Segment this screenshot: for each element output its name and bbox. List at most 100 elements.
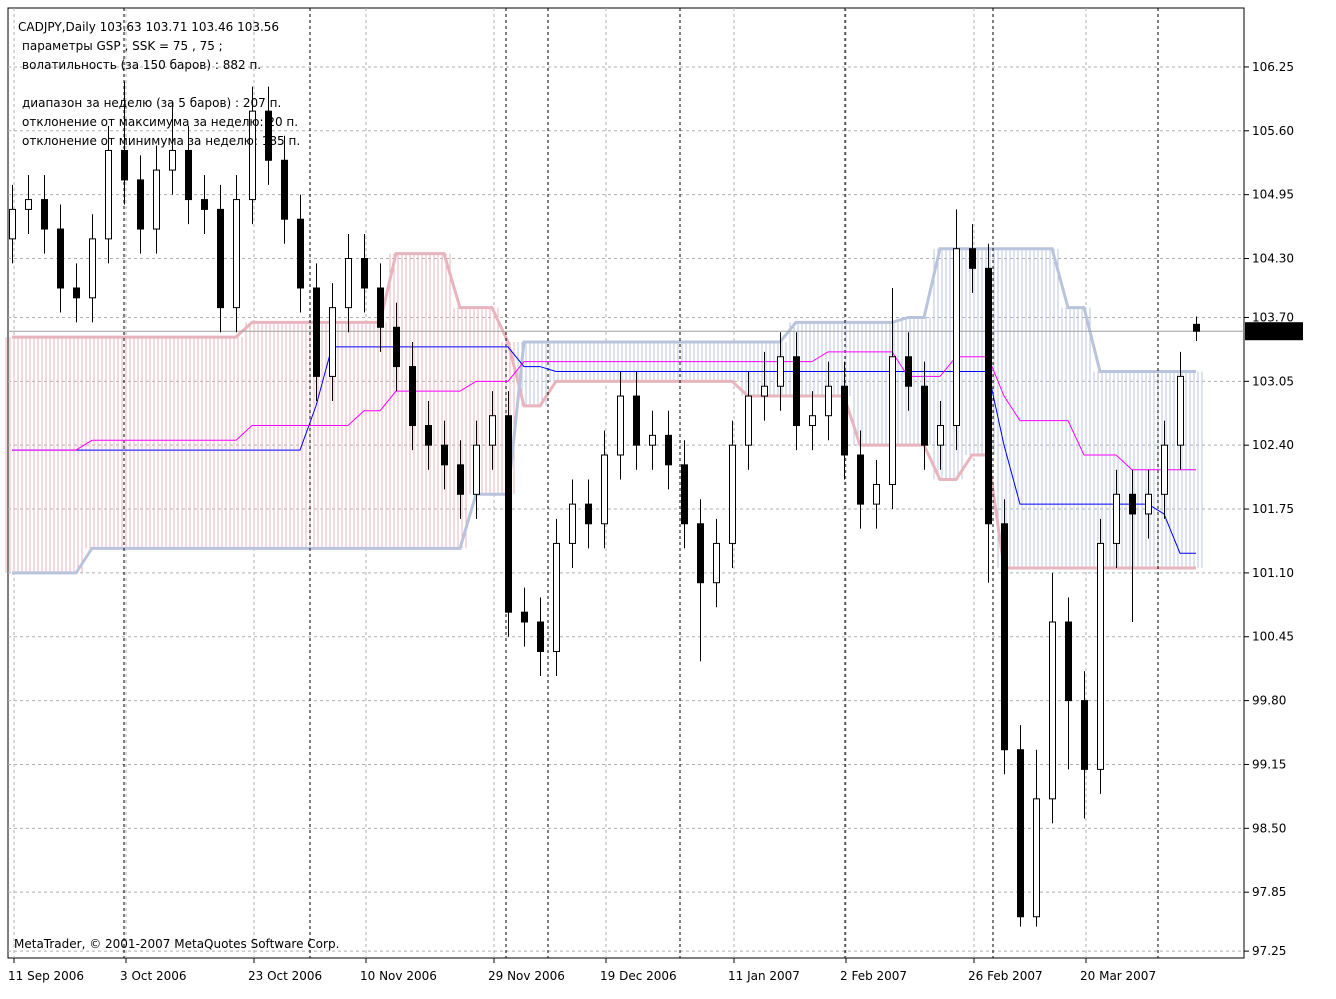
- candle-body: [713, 542, 720, 584]
- candle-body: [633, 395, 640, 446]
- candle-body: [521, 611, 528, 623]
- candle-body: [745, 395, 752, 446]
- y-tick-label: 98.50: [1252, 821, 1286, 835]
- candle-body: [233, 199, 240, 309]
- candle-body: [89, 238, 96, 299]
- candle-body: [25, 199, 32, 210]
- y-tick-label: 97.85: [1252, 885, 1286, 899]
- candle-body: [601, 454, 608, 525]
- candle-body: [505, 415, 512, 613]
- candle-body: [825, 385, 832, 417]
- annotation: диапазон за неделю (за 5 баров) : 207 п.: [22, 96, 281, 110]
- candle-body: [409, 366, 416, 427]
- y-tick-label: 104.30: [1252, 252, 1294, 266]
- annotation: отклонение от минимума за неделю: 185 п.: [22, 134, 300, 148]
- candle-body: [1177, 375, 1184, 446]
- candle-body: [873, 483, 880, 505]
- y-tick-label: 105.60: [1252, 124, 1294, 138]
- span-a-line: [12, 252, 1196, 570]
- x-tick-label: 19 Dec 2006: [600, 969, 677, 983]
- y-tick-label: 97.25: [1252, 944, 1286, 958]
- candle-body: [1001, 523, 1008, 751]
- span-b-line: [12, 247, 1196, 575]
- copyright: MetaTrader, © 2001-2007 MetaQuotes Softw…: [14, 937, 339, 951]
- candle-body: [681, 464, 688, 525]
- candle-body: [393, 326, 400, 368]
- y-tick-label: 102.40: [1252, 438, 1294, 452]
- candle-body: [265, 110, 272, 161]
- candle-body: [729, 444, 736, 544]
- candle-body: [441, 444, 448, 466]
- candle-body: [217, 208, 224, 309]
- candle-body: [121, 149, 128, 181]
- x-tick-label: 29 Nov 2006: [488, 969, 565, 983]
- candle-body: [473, 444, 480, 495]
- indicator-line: [12, 351, 1196, 471]
- candle-body: [905, 356, 912, 387]
- candle-body: [921, 385, 928, 446]
- annotation: отклонение от максимума за неделю: 20 п.: [22, 115, 298, 129]
- candle-body: [425, 425, 432, 446]
- y-tick-label: 101.10: [1252, 566, 1294, 580]
- candle-body: [1113, 493, 1120, 544]
- bid-box: [1245, 322, 1303, 341]
- candle-body: [1161, 444, 1168, 495]
- indicator-line: [12, 346, 1196, 554]
- y-tick-label: 99.80: [1252, 694, 1286, 708]
- candle-body: [105, 149, 112, 240]
- indicator-lines: [8, 330, 1244, 554]
- candle-body: [57, 228, 64, 289]
- candle-body: [9, 208, 16, 240]
- y-tick-label: 103.70: [1252, 310, 1294, 324]
- candle-body: [585, 503, 592, 525]
- plot-frame: [7, 7, 1245, 959]
- candle-body: [361, 258, 368, 289]
- x-tick-label: 3 Oct 2006: [120, 969, 187, 983]
- x-tick-label: 20 Mar 2007: [1080, 969, 1156, 983]
- candle-body: [345, 258, 352, 309]
- candle-body: [185, 149, 192, 201]
- chart-title: CADJPY,Daily 103.63 103.71 103.46 103.56: [18, 20, 279, 34]
- candle-body: [969, 248, 976, 269]
- y-tick-label: 100.45: [1252, 630, 1294, 644]
- candle-body: [297, 218, 304, 289]
- x-tick-label: 2 Feb 2007: [840, 969, 907, 983]
- candle-body: [761, 385, 768, 397]
- candle-body: [313, 287, 320, 377]
- candle-body: [281, 159, 288, 220]
- candle-body: [153, 169, 160, 230]
- y-tick-label: 103.05: [1252, 374, 1294, 388]
- candle-body: [985, 267, 992, 525]
- candle-body: [1065, 621, 1072, 702]
- candle-body: [569, 503, 576, 544]
- candle-body: [617, 395, 624, 456]
- candle-body: [793, 356, 800, 427]
- candle-body: [1129, 493, 1136, 515]
- candle-body: [553, 542, 560, 652]
- axis: 97.25 97.85 98.50 99.15 99.80 100.45 101.10 101…: [8, 60, 1303, 983]
- x-tick-label: 10 Nov 2006: [360, 969, 437, 983]
- y-tick-label: 101.75: [1252, 502, 1294, 516]
- y-tick-label: 106.25: [1252, 60, 1294, 74]
- candle-body: [489, 415, 496, 446]
- candles: [9, 81, 1200, 927]
- x-tick-label: 23 Oct 2006: [248, 969, 322, 983]
- candle-body: [169, 149, 176, 171]
- candle-body: [937, 425, 944, 446]
- candle-body: [1193, 323, 1200, 332]
- x-tick-label: 11 Sep 2006: [8, 969, 84, 983]
- candle-body: [249, 110, 256, 201]
- candle-body: [697, 523, 704, 584]
- candle-body: [1145, 493, 1152, 515]
- candle-body: [329, 307, 336, 377]
- annotation: волатильность (за 150 баров) : 882 п.: [22, 58, 261, 72]
- candle-body: [201, 199, 208, 210]
- candle-body: [537, 621, 544, 652]
- y-tick-label: 99.15: [1252, 757, 1286, 771]
- candle-body: [953, 248, 960, 427]
- header: CADJPY,Daily 103.63 103.71 103.46 103.56…: [18, 20, 300, 148]
- candle-body: [665, 434, 672, 466]
- candle-body: [41, 199, 48, 230]
